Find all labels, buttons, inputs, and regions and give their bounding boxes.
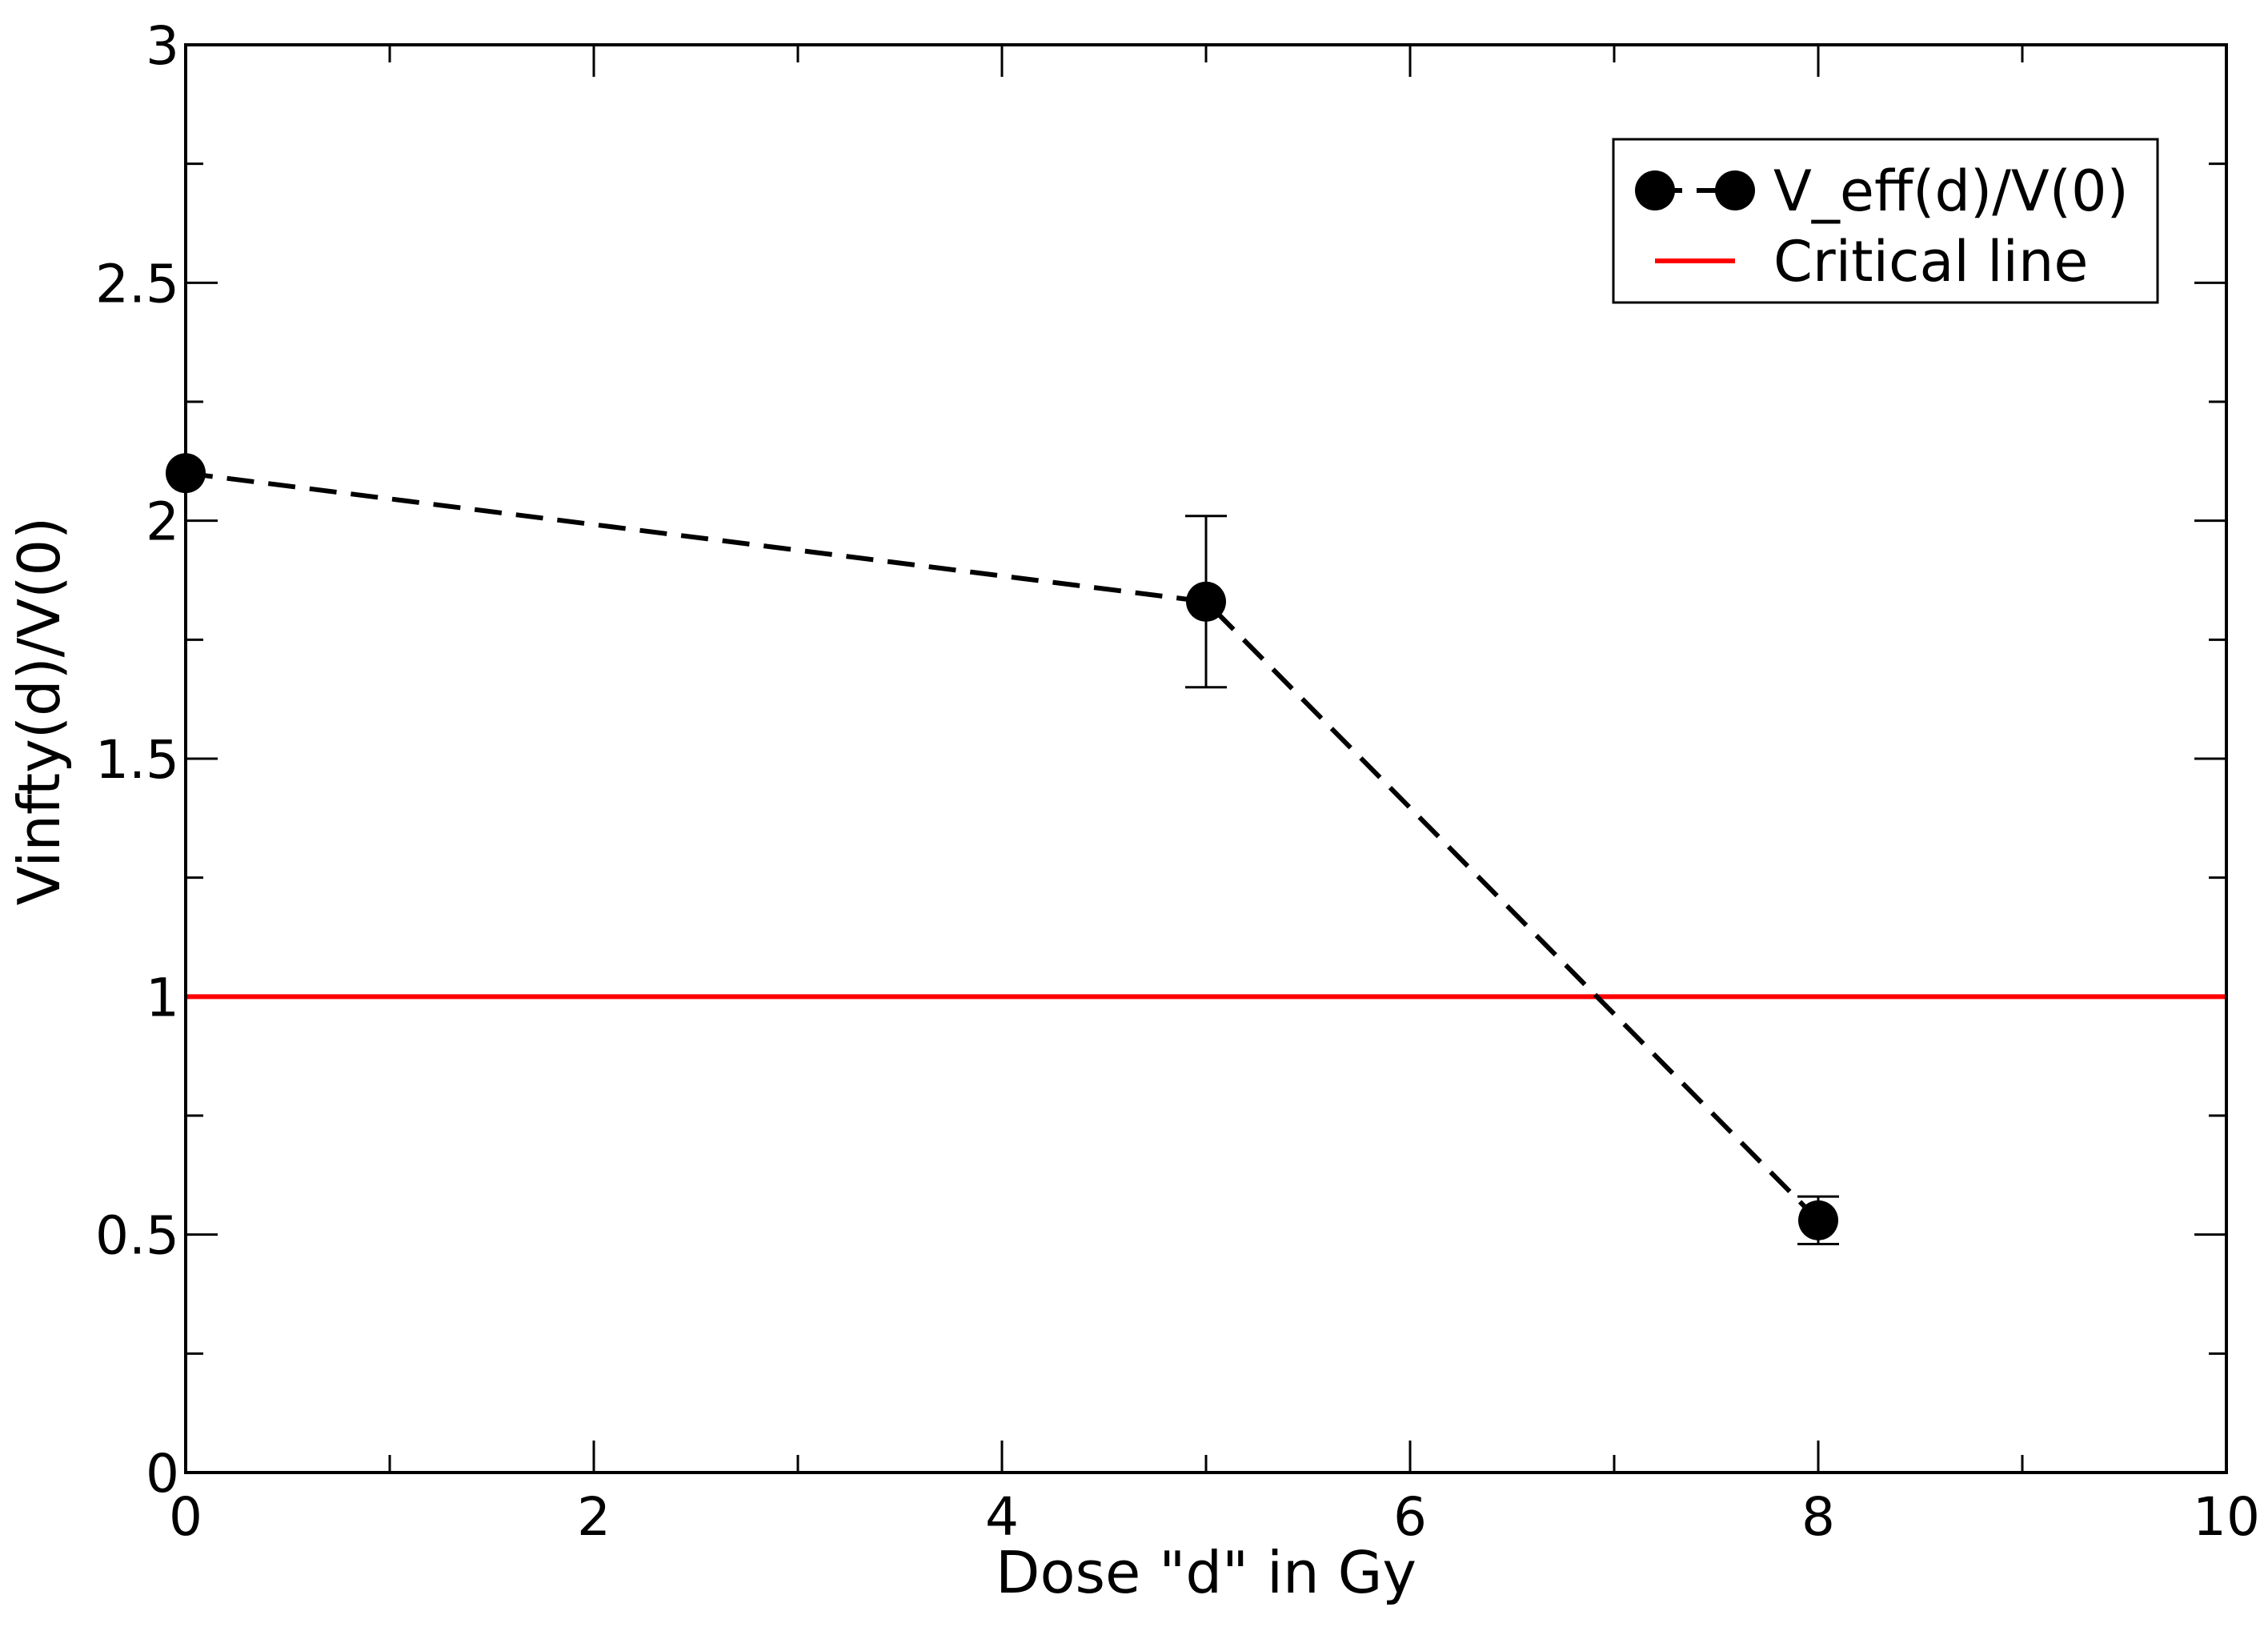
plot-frame [184, 43, 2228, 1474]
y-tick-label: 2 [146, 491, 179, 553]
y-tick-label: 3 [146, 15, 179, 77]
legend-box [1612, 138, 2159, 304]
y-tick-label: 0.5 [95, 1205, 179, 1267]
data-point [1798, 1200, 1838, 1240]
y-tick-label: 1.5 [95, 729, 179, 791]
x-tick-label: 6 [1393, 1486, 1427, 1548]
x-tick-label: 0 [169, 1486, 202, 1548]
legend-label-critical: Critical line [1773, 229, 2088, 295]
y-tick-label: 1 [146, 967, 179, 1028]
legend-marker [1715, 170, 1755, 210]
legend-marker [1635, 170, 1675, 210]
legend: V_eff(d)/V(0) Critical line [1612, 138, 2159, 304]
y-tick-label: 2.5 [95, 253, 179, 315]
y-axis-label: Vinfty(d)/V(0) [6, 517, 73, 906]
x-tick-label: 10 [2193, 1486, 2260, 1548]
x-tick-label: 4 [985, 1486, 1019, 1548]
x-tick-labels: 0 2 4 6 8 10 [169, 1486, 2260, 1548]
x-axis-label: Dose "d" in Gy [996, 1539, 1416, 1606]
y-tick-label: 0 [146, 1443, 179, 1505]
data-point [1186, 581, 1226, 622]
veff-dashed-line [185, 471, 1821, 1222]
series-layer [166, 453, 2226, 1246]
legend-label-veff: V_eff(d)/V(0) [1773, 158, 2129, 224]
y-tick-labels: 0 0.5 1 1.5 2 2.5 3 [95, 15, 179, 1505]
legend-entry-veff: V_eff(d)/V(0) [1635, 158, 2129, 224]
x-tick-label: 2 [577, 1486, 611, 1548]
legend-entry-critical: Critical line [1655, 229, 2088, 295]
minor-ticks [186, 45, 2226, 1473]
x-tick-label: 8 [1801, 1486, 1835, 1548]
